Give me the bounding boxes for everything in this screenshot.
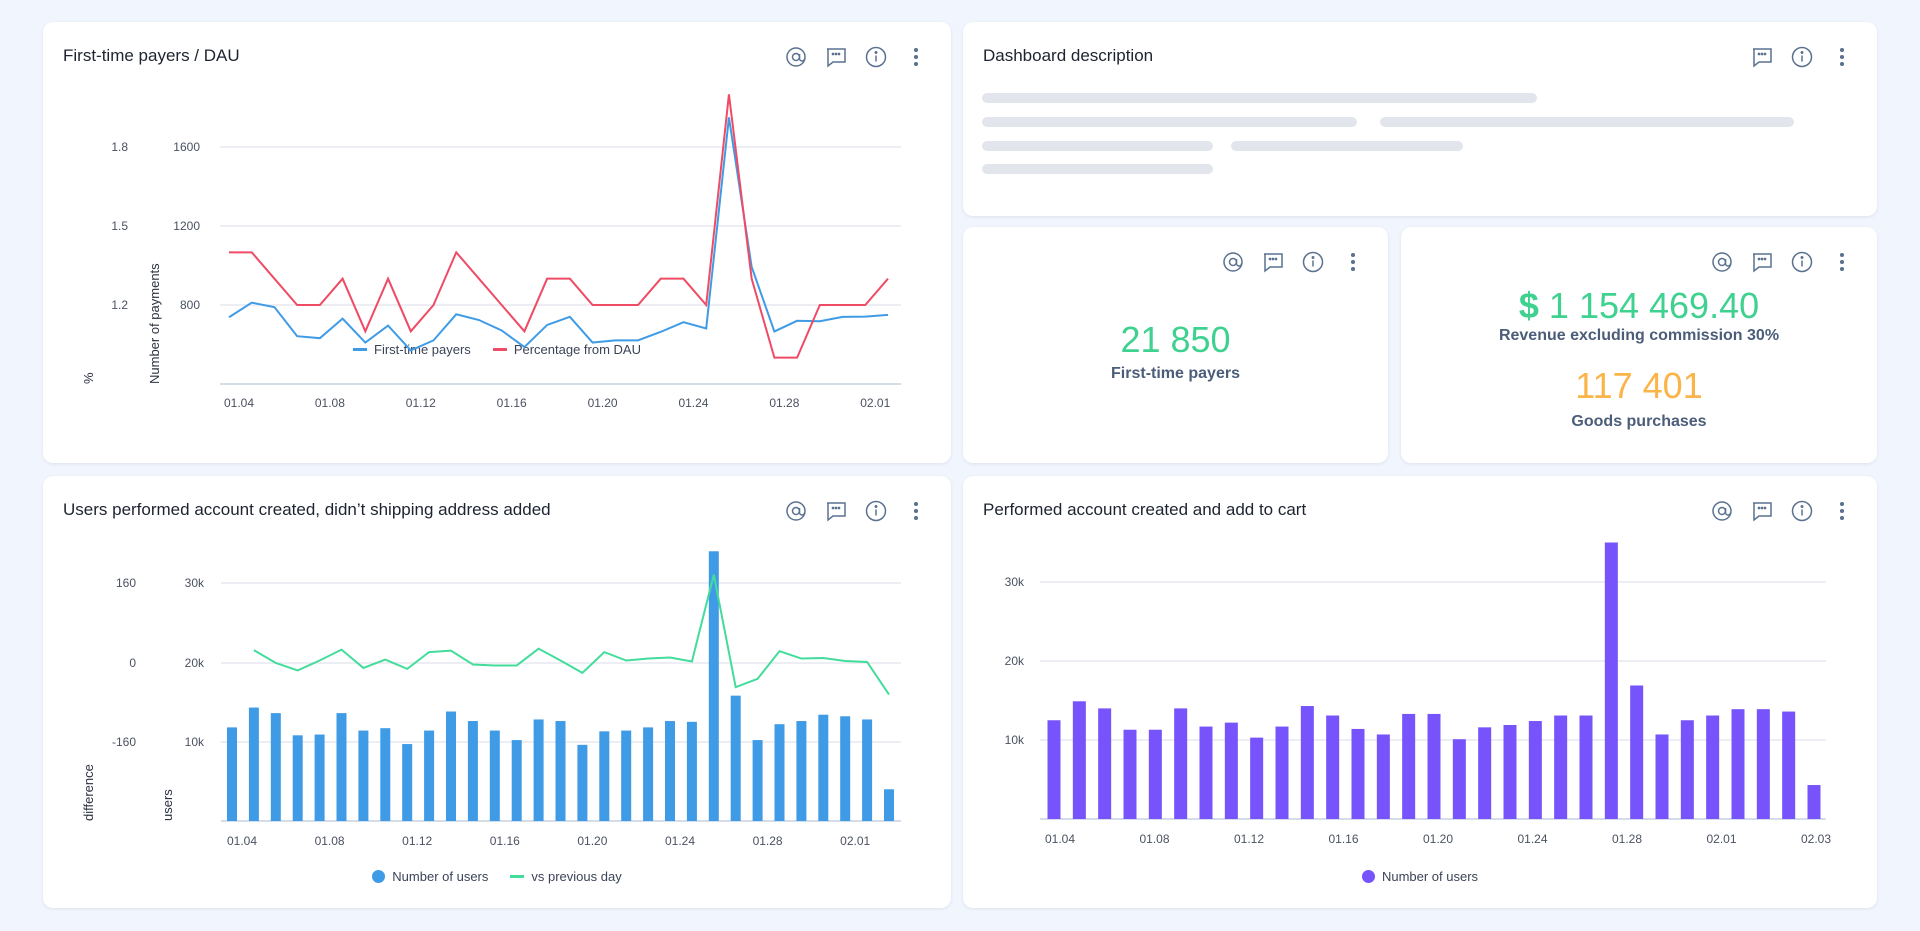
kpi-block: 21 850 First-time payers [963, 319, 1388, 383]
kpi-block-revenue: $ 1 154 469.40 Revenue excluding commiss… [1401, 285, 1877, 345]
more-vertical-icon[interactable] [1829, 44, 1855, 70]
comment-icon[interactable] [1749, 249, 1775, 275]
info-icon[interactable] [1300, 249, 1326, 275]
card-actions [1709, 498, 1855, 524]
info-icon[interactable] [863, 498, 889, 524]
card-actions [1749, 44, 1855, 70]
kpi-label: First-time payers [1111, 365, 1240, 382]
legend-label: vs previous day [531, 869, 622, 884]
description-placeholder-line [982, 141, 1213, 151]
first-time-payers-kpi-card: 21 850 First-time payers [963, 227, 1388, 463]
comment-icon[interactable] [1260, 249, 1286, 275]
description-placeholder-line [1231, 141, 1463, 151]
mention-icon[interactable] [783, 498, 809, 524]
currency-symbol: $ [1518, 285, 1539, 326]
comment-icon[interactable] [823, 44, 849, 70]
more-vertical-icon[interactable] [1340, 249, 1366, 275]
kpi-value: 117 401 [1575, 365, 1703, 406]
more-vertical-icon[interactable] [903, 498, 929, 524]
mention-icon[interactable] [783, 44, 809, 70]
more-vertical-icon[interactable] [903, 44, 929, 70]
info-icon[interactable] [863, 44, 889, 70]
comment-icon[interactable] [823, 498, 849, 524]
legend-label: Percentage from DAU [513, 342, 641, 357]
card-actions [1709, 249, 1855, 275]
mention-icon[interactable] [1220, 249, 1246, 275]
kpi-block-goods: 117 401 Goods purchases [1401, 365, 1877, 431]
description-placeholder-line [1380, 117, 1794, 127]
legend-item-percentage-from-dau[interactable]: Percentage from DAU [492, 342, 641, 357]
first-time-payers-dau-card: First-time payers / DAU First-time payer… [43, 22, 951, 463]
info-icon[interactable] [1789, 44, 1815, 70]
account-created-no-shipping-card: Users performed account created, didn’t … [43, 476, 951, 908]
kpi-label: Goods purchases [1571, 413, 1707, 430]
legend-label: First-time payers [374, 342, 471, 357]
legend-item-number-of-users[interactable]: Number of users [1361, 869, 1479, 884]
legend-label: Number of users [392, 869, 489, 884]
kpi-value: 21 850 [1120, 319, 1231, 360]
card-title: Performed account created and add to car… [983, 500, 1307, 519]
chart-legend: First-time payers Percentage from DAU [43, 342, 951, 357]
kpi-label: Revenue excluding commission 30% [1498, 327, 1780, 344]
more-vertical-icon[interactable] [1829, 249, 1855, 275]
card-title: Users performed account created, didn’t … [63, 500, 551, 519]
more-vertical-icon[interactable] [1829, 498, 1855, 524]
description-placeholder-line [982, 93, 1537, 103]
card-title: First-time payers / DAU [63, 46, 240, 65]
card-actions [1220, 249, 1366, 275]
comment-icon[interactable] [1749, 44, 1775, 70]
card-title: Dashboard description [983, 46, 1154, 65]
info-icon[interactable] [1789, 498, 1815, 524]
legend-item-vs-previous-day[interactable]: vs previous day [510, 869, 622, 884]
description-placeholder-line [982, 117, 1357, 127]
info-icon[interactable] [1789, 249, 1815, 275]
kpi-value: 1 154 469.40 [1548, 285, 1760, 326]
legend-item-first-time-payers[interactable]: First-time payers [353, 342, 471, 357]
revenue-kpi-card: $ 1 154 469.40 Revenue excluding commiss… [1401, 227, 1877, 463]
legend-label: Number of users [1381, 869, 1479, 884]
chart-legend: Number of users vs previous day [43, 869, 951, 884]
chart-legend: Number of users [963, 869, 1877, 884]
mention-icon[interactable] [1709, 498, 1735, 524]
card-actions [783, 44, 929, 70]
comment-icon[interactable] [1749, 498, 1775, 524]
mention-icon[interactable] [1709, 249, 1735, 275]
account-created-add-to-cart-card: Performed account created and add to car… [963, 476, 1877, 908]
card-actions [783, 498, 929, 524]
dashboard-description-card: Dashboard description [963, 22, 1877, 216]
description-placeholder-line [982, 164, 1213, 174]
legend-item-number-of-users[interactable]: Number of users [372, 869, 488, 884]
